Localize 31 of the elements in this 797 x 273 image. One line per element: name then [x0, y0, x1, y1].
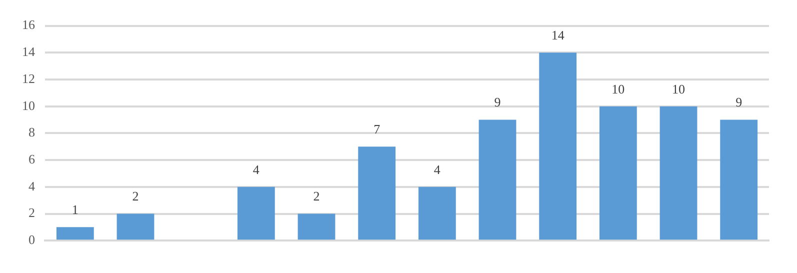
y-tick-label: 4: [28, 178, 36, 194]
bar: [358, 146, 396, 240]
y-tick-label: 8: [28, 124, 35, 140]
bar: [56, 227, 94, 240]
data-label: 1: [72, 202, 78, 218]
bar: [478, 120, 516, 240]
bar: [720, 120, 758, 240]
bar: [116, 214, 154, 240]
y-tick-label: 6: [28, 151, 36, 166]
y-tick-label: 14: [22, 44, 36, 60]
bar: [237, 186, 275, 240]
bar: [660, 106, 698, 240]
data-label: 4: [434, 162, 441, 177]
data-label: 10: [672, 81, 685, 96]
data-label: 9: [494, 94, 501, 110]
bar: [539, 52, 577, 240]
data-label: 9: [736, 94, 742, 110]
y-tick-label: 12: [22, 70, 35, 86]
data-label: 2: [313, 188, 320, 204]
bar: [298, 214, 336, 240]
data-label: 14: [551, 28, 565, 43]
data-label: 4: [252, 162, 260, 177]
bar: [418, 186, 456, 240]
y-tick-label: 2: [28, 205, 35, 220]
data-label: 7: [374, 122, 381, 137]
y-tick-label: 10: [22, 98, 35, 113]
y-tick-label: 16: [22, 17, 36, 32]
y-tick-label: 0: [28, 232, 35, 248]
data-label: 10: [612, 81, 625, 96]
bar: [599, 106, 637, 240]
data-label: 2: [132, 188, 139, 204]
